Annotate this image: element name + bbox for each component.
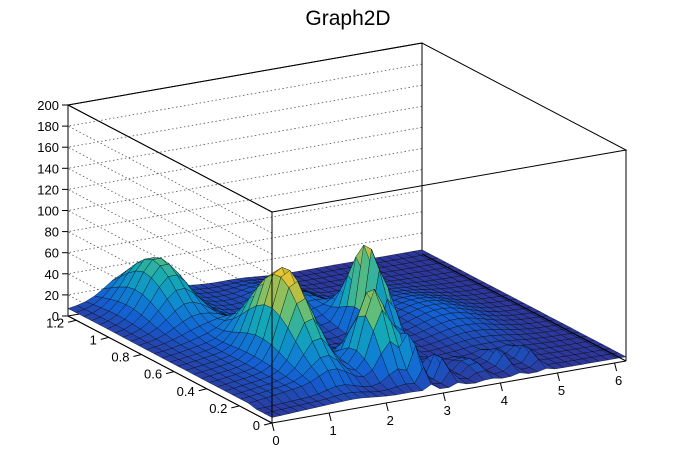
y-tick [231, 405, 240, 409]
z-gridline [66, 63, 423, 234]
y-tick-label: 1.2 [46, 315, 64, 330]
top-frame [66, 42, 628, 213]
box-edge [67, 315, 273, 424]
x-tick-label: 4 [501, 393, 508, 408]
y-tick-label: 0.2 [209, 401, 227, 416]
y-tick-label: 0.8 [111, 350, 129, 365]
z-tick-label: 60 [45, 246, 59, 261]
z-tick-label: 100 [37, 204, 59, 219]
z-gridline [66, 127, 423, 297]
x-tick-label: 2 [387, 413, 394, 428]
z-gridline [66, 148, 423, 318]
x-tick [556, 372, 560, 382]
surface-mesh [67, 244, 627, 418]
z-axis: 0 20 40 60 80 100 120 140 160 180 200 [37, 98, 69, 324]
z-tick-label: 0 [52, 309, 59, 324]
front-box-edges [67, 150, 627, 424]
x-tick [614, 362, 618, 372]
y-tick [263, 422, 273, 426]
z-tick-label: 180 [37, 119, 59, 134]
z-gridline [66, 105, 423, 276]
x-tick-label: 5 [558, 383, 565, 398]
y-tick [68, 319, 77, 323]
y-tick-label: 0.4 [177, 384, 195, 399]
x-tick-label: 1 [329, 423, 336, 438]
x-tick [271, 422, 275, 432]
x-tick-label: 3 [444, 403, 451, 418]
y-tick [133, 354, 142, 358]
z-tick-label: 40 [45, 267, 59, 282]
x-tick-label: 0 [272, 433, 279, 448]
z-tick-label: 140 [37, 161, 59, 176]
chart-title: Graph2D [305, 7, 390, 30]
z-tick-label: 200 [37, 98, 59, 113]
y-axis: 0 0.2 0.4 0.6 0.8 1 1.2 [46, 315, 273, 433]
y-tick [165, 371, 175, 375]
y-tick-label: 0 [253, 418, 260, 433]
z-gridline [66, 84, 423, 255]
x-tick [385, 402, 389, 412]
y-tick [198, 388, 207, 392]
y-tick [100, 336, 109, 340]
z-tick-label: 160 [37, 140, 59, 155]
box-edge [271, 360, 627, 424]
x-axis: 0 1 2 3 4 5 6 [271, 362, 622, 448]
z-tick-label: 80 [45, 225, 59, 240]
x-tick [442, 392, 446, 402]
y-tick-label: 0.6 [144, 367, 162, 382]
z-tick-label: 20 [45, 288, 59, 303]
x-tick [499, 382, 503, 392]
x-tick-label: 6 [615, 373, 622, 388]
box-edge [421, 253, 627, 362]
y-tick-label: 1 [90, 332, 97, 347]
x-tick [328, 412, 332, 422]
z-tick-label: 120 [37, 182, 59, 197]
